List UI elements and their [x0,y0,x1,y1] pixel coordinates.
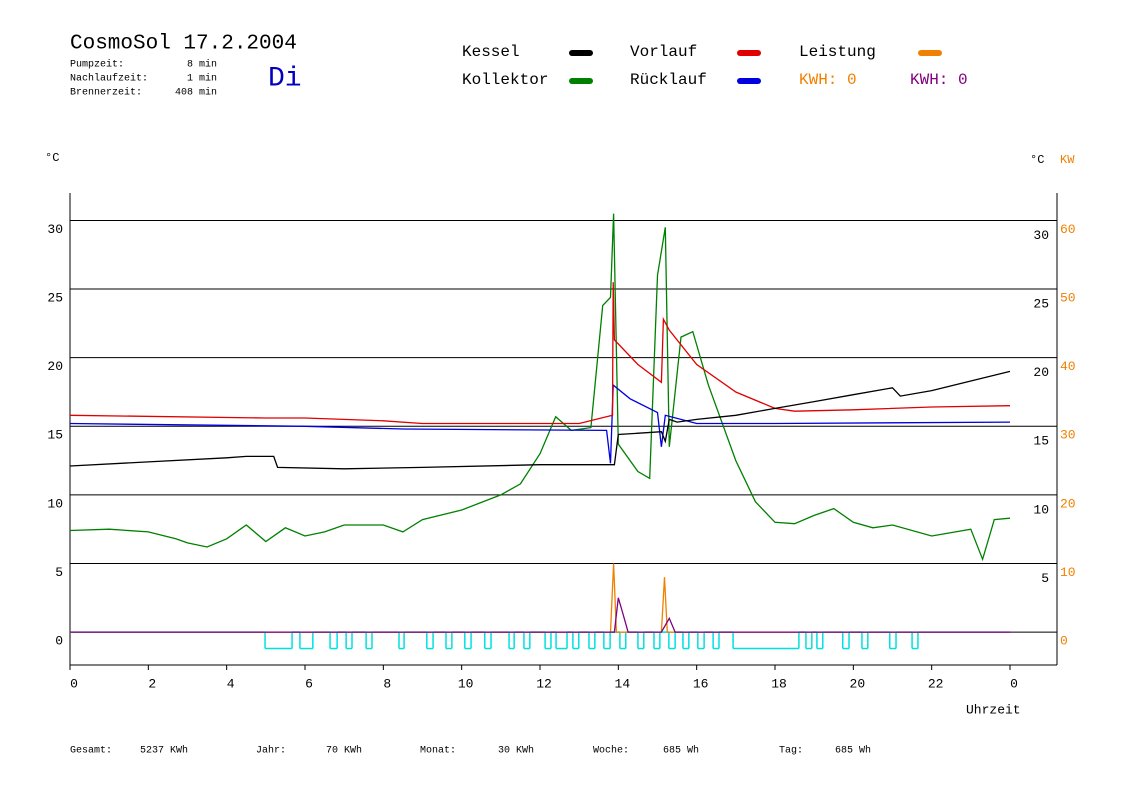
kwh-label: KWH: 0 [799,71,857,89]
total-value: 5237 KWh [140,745,188,757]
x-tick-label: 18 [771,676,787,691]
x-tick-label: 12 [536,676,552,691]
x-tick-label: 16 [693,676,709,691]
y-tick-label: 5 [55,565,63,580]
y2-tick-label: 10 [1060,565,1076,580]
legend-label: Rücklauf [630,71,707,89]
y2-tick-label: 60 [1060,222,1076,237]
weekday: Di [268,63,302,94]
y-right-tick-label: 10 [1033,502,1049,517]
y2-unit: °C [1030,153,1044,167]
total-label: Monat: [420,746,456,757]
total-label: Jahr: [256,745,286,757]
y-unit: °C [45,151,59,165]
info-label: Pumpzeit: [70,59,124,71]
total-label: Tag: [779,746,803,757]
y-tick-label: 25 [47,290,63,305]
y2-tick-label: 40 [1060,359,1076,374]
legend-label: Kessel [462,43,520,61]
series-line [69,370,1011,470]
info-label: Nachlaufzeit: [70,73,148,85]
info-value: 1 min [187,73,217,85]
y-tick-label: 0 [55,634,63,649]
y2-tick-label: 20 [1060,496,1076,511]
x-tick-label: 0 [70,676,78,691]
y2-tick-label: 30 [1060,428,1076,443]
y-right-tick-label: 25 [1033,296,1049,311]
x-tick-label: 10 [458,676,474,691]
total-value: 70 KWh [326,745,362,757]
y-tick-label: 20 [47,359,63,374]
x-tick-label: 0 [1010,676,1018,691]
legend-label: Leistung [799,43,876,61]
chart-title: CosmoSol 17.2.2004 [70,33,297,56]
series-line [69,383,1011,464]
y-tick-label: 15 [47,428,63,443]
series-line [69,282,1011,425]
y2-unit: KW [1060,153,1075,167]
total-value: 685 Wh [663,745,699,757]
legend-label: Kollektor [462,71,548,89]
series-line [70,563,1010,633]
x-tick-label: 6 [305,676,313,691]
total-label: Gesamt: [70,746,112,757]
total-value: 30 KWh [498,745,534,757]
total-label: Woche: [593,745,629,757]
kwh-label: KWH: 0 [910,71,968,89]
y2-tick-label: 50 [1060,290,1076,305]
x-axis-label: Uhrzeit [966,702,1021,717]
x-tick-label: 2 [148,676,156,691]
x-tick-label: 4 [227,676,235,691]
y-right-tick-label: 20 [1033,365,1049,380]
y-tick-label: 10 [47,496,63,511]
y-right-tick-label: 15 [1033,434,1049,449]
y-right-tick-label: 30 [1033,228,1049,243]
x-tick-label: 22 [928,676,944,691]
x-tick-label: 20 [850,676,866,691]
series-line [70,597,1010,633]
x-tick-label: 14 [615,676,631,691]
y2-tick-label: 0 [1060,634,1068,649]
series-line [69,213,1011,562]
y-tick-label: 30 [47,222,63,237]
y-right-tick-label: 5 [1041,571,1049,586]
legend-label: Vorlauf [630,43,697,61]
info-value: 408 min [175,87,217,99]
info-value: 8 min [187,59,217,71]
total-value: 685 Wh [835,745,871,757]
info-label: Brennerzeit: [70,87,142,99]
x-tick-label: 8 [383,676,391,691]
